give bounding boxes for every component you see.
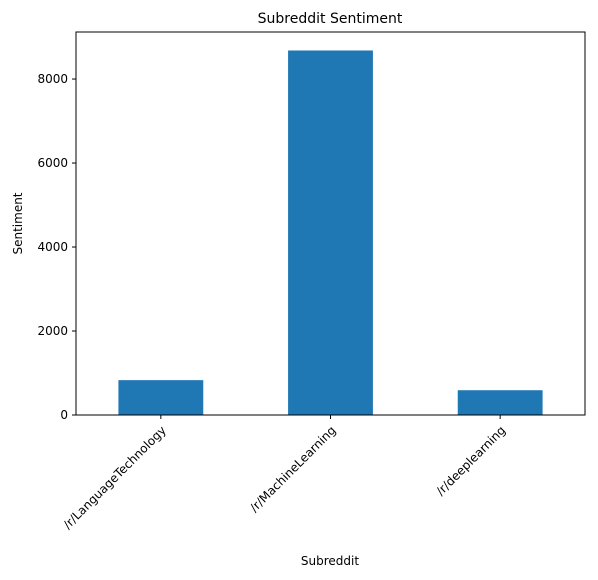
y-tick-label: 4000	[37, 240, 68, 254]
y-axis-label: Sentiment	[11, 192, 25, 254]
x-axis: /r/LanguageTechnology/r/MachineLearning /…	[60, 415, 508, 532]
bar-r-languagetechnology	[118, 380, 204, 415]
y-tick-label: 6000	[37, 156, 68, 170]
x-axis-label: Subreddit	[301, 554, 359, 568]
plot-frame	[75, 31, 586, 416]
y-tick-label: 2000	[37, 324, 68, 338]
x-tick-label: /r/MachineLearning	[247, 423, 338, 514]
y-tick-label: 8000	[37, 72, 68, 86]
bar-r-deeplearning	[457, 390, 543, 415]
x-tick-label: /r/deeplearning	[433, 423, 508, 498]
x-tick-label: /r/LanguageTechnology	[60, 423, 169, 532]
y-axis: 0 2000 4000 6000 8000	[37, 72, 76, 422]
bar-r-machinelearning	[288, 50, 373, 416]
chart-title: Subreddit Sentiment	[258, 11, 403, 27]
bars-layer	[118, 50, 543, 416]
y-tick-label: 0	[60, 408, 68, 422]
